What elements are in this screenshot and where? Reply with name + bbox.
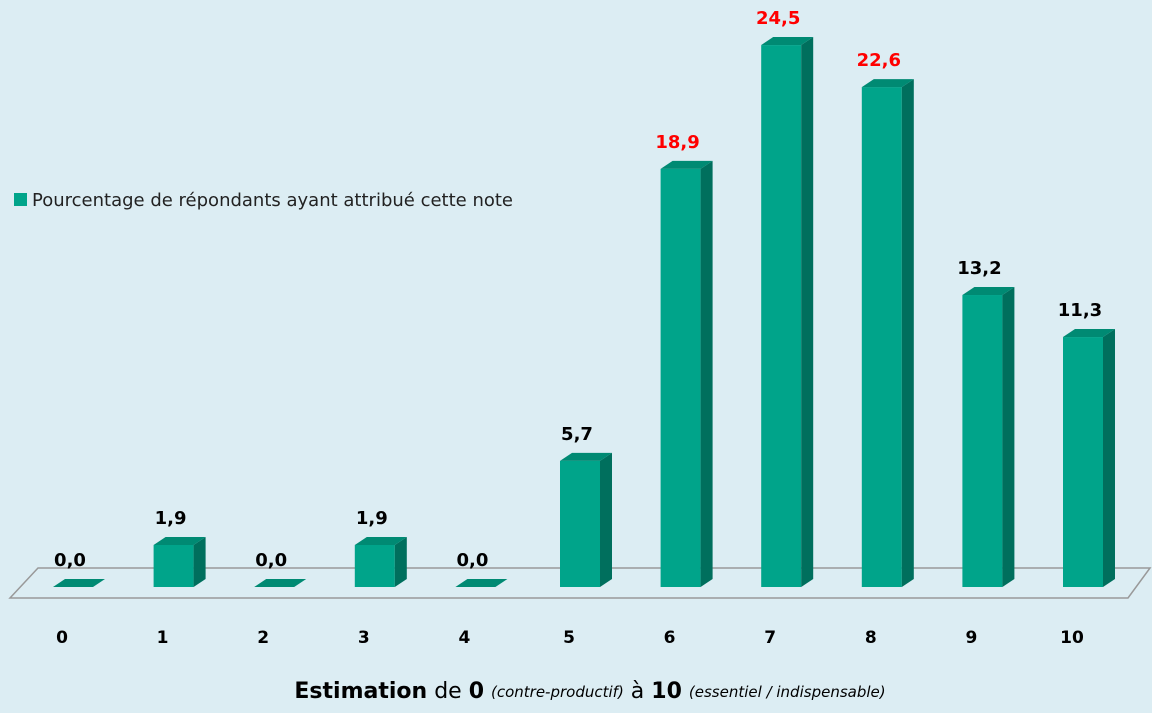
x-title-part: (essentiel / indispensable) xyxy=(689,683,886,701)
bar-front xyxy=(660,168,701,587)
value-label: 5,7 xyxy=(561,424,593,445)
bar-top xyxy=(660,160,713,169)
x-tick-label: 4 xyxy=(458,628,470,648)
bar-side xyxy=(801,37,814,588)
x-title-part: de xyxy=(434,679,462,704)
value-label: 18,9 xyxy=(655,132,699,153)
legend-label: Pourcentage de répondants ayant attribué… xyxy=(32,190,514,211)
x-title-part: à xyxy=(631,679,644,704)
bar-side xyxy=(700,160,713,587)
bar-top xyxy=(861,79,914,88)
bar-front xyxy=(560,460,600,587)
bar-side xyxy=(1002,287,1015,587)
x-axis-title: Estimation de 0 (contre-productif) à 10 … xyxy=(294,679,885,704)
x-title-part: 10 xyxy=(651,679,682,704)
bar-side xyxy=(901,79,914,587)
x-title-part: Estimation xyxy=(294,679,427,704)
x-tick-label: 10 xyxy=(1060,628,1084,648)
bar-side xyxy=(600,452,612,587)
bar-front xyxy=(761,45,802,588)
bar-side xyxy=(193,536,206,587)
x-title-part: 0 xyxy=(469,679,484,704)
bar-front xyxy=(153,544,194,587)
value-label: 1,9 xyxy=(155,508,187,529)
legend-swatch xyxy=(14,193,27,206)
x-tick-label: 2 xyxy=(257,628,269,648)
bar-side xyxy=(394,536,407,587)
value-label: 0,0 xyxy=(255,550,287,571)
x-tick-label: 9 xyxy=(965,628,977,648)
bar-top xyxy=(254,579,307,587)
bar-top xyxy=(53,579,105,587)
bar-front xyxy=(1063,337,1103,587)
bar-top xyxy=(455,579,508,587)
value-label: 0,0 xyxy=(456,550,488,571)
bar-front xyxy=(962,295,1003,587)
value-label: 24,5 xyxy=(756,8,800,29)
value-label: 0,0 xyxy=(54,550,86,571)
bar-top xyxy=(354,536,407,545)
x-tick-label: 6 xyxy=(664,628,676,648)
bar-side xyxy=(1103,329,1115,587)
bar-top xyxy=(1063,329,1115,338)
x-tick-label: 8 xyxy=(865,628,877,648)
bar-front xyxy=(354,544,395,587)
value-label: 11,3 xyxy=(1058,300,1102,321)
x-tick-label: 7 xyxy=(764,628,776,648)
value-label: 13,2 xyxy=(957,258,1001,279)
bar-top xyxy=(153,536,206,545)
value-label: 22,6 xyxy=(857,50,901,71)
bar-top xyxy=(962,287,1015,296)
bar-top xyxy=(560,452,612,461)
x-tick-label: 0 xyxy=(56,628,68,648)
x-tick-label: 3 xyxy=(358,628,370,648)
legend-box: Pourcentage de répondants ayant attribué… xyxy=(14,185,514,217)
value-label: 1,9 xyxy=(356,508,388,529)
x-tick-label: 1 xyxy=(157,628,169,648)
x-title-part: (contre-productif) xyxy=(491,683,624,701)
x-tick-label: 5 xyxy=(563,628,575,648)
bar-front xyxy=(861,87,902,587)
bar-top xyxy=(761,37,814,46)
legend: Pourcentage de répondants ayant attribué… xyxy=(14,185,514,217)
